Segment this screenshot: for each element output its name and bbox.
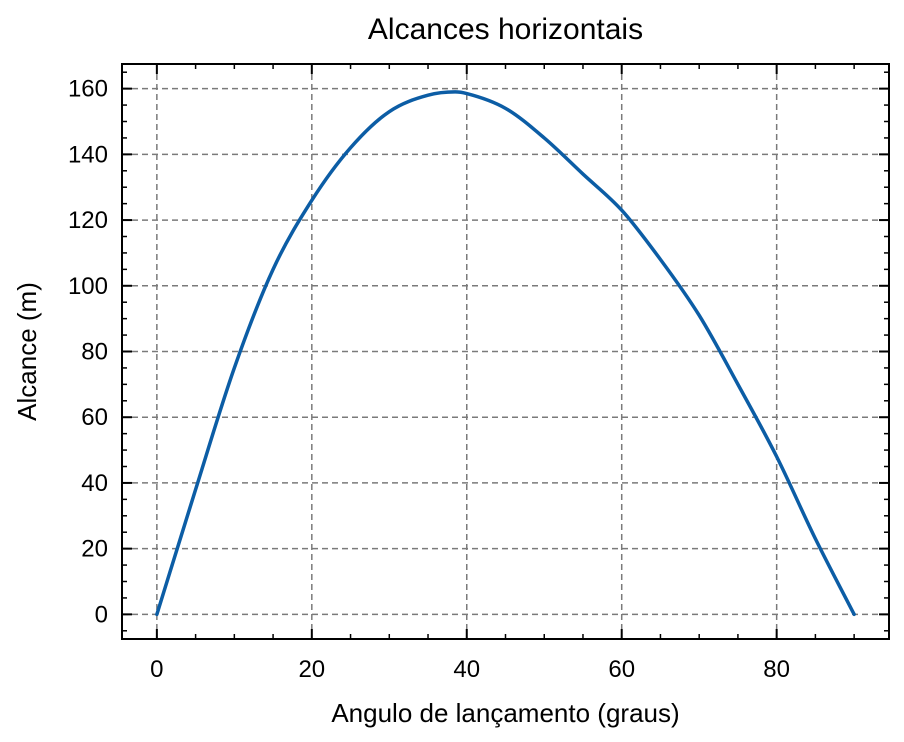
grid [122, 64, 889, 639]
series-layer [155, 90, 856, 617]
y-tick-label: 120 [68, 207, 108, 234]
y-tick-label: 140 [68, 141, 108, 168]
x-axis-label: Angulo de lançamento (graus) [331, 698, 679, 728]
x-tick-labels: 0 20 40 60 80 [150, 656, 790, 683]
x-tick-label: 0 [150, 656, 163, 683]
y-axis-label: Alcance (m) [12, 282, 42, 421]
x-tick-label: 60 [608, 656, 635, 683]
y-tick-label: 20 [81, 536, 108, 563]
x-tick-label: 40 [453, 656, 480, 683]
series-line [155, 90, 856, 617]
x-tick-label: 20 [298, 656, 325, 683]
y-tick-label: 100 [68, 273, 108, 300]
x-tick-label: 80 [763, 656, 790, 683]
plot-frame [121, 63, 890, 640]
y-tick-label: 80 [81, 339, 108, 366]
y-tick-label: 160 [68, 76, 108, 103]
y-tick-label: 60 [81, 404, 108, 431]
y-tick-label: 40 [81, 470, 108, 497]
y-tick-labels: 0 20 40 60 80 100 120 140 160 [68, 76, 108, 629]
y-tick-label: 0 [95, 601, 108, 628]
chart-title: Alcances horizontais [368, 13, 643, 46]
